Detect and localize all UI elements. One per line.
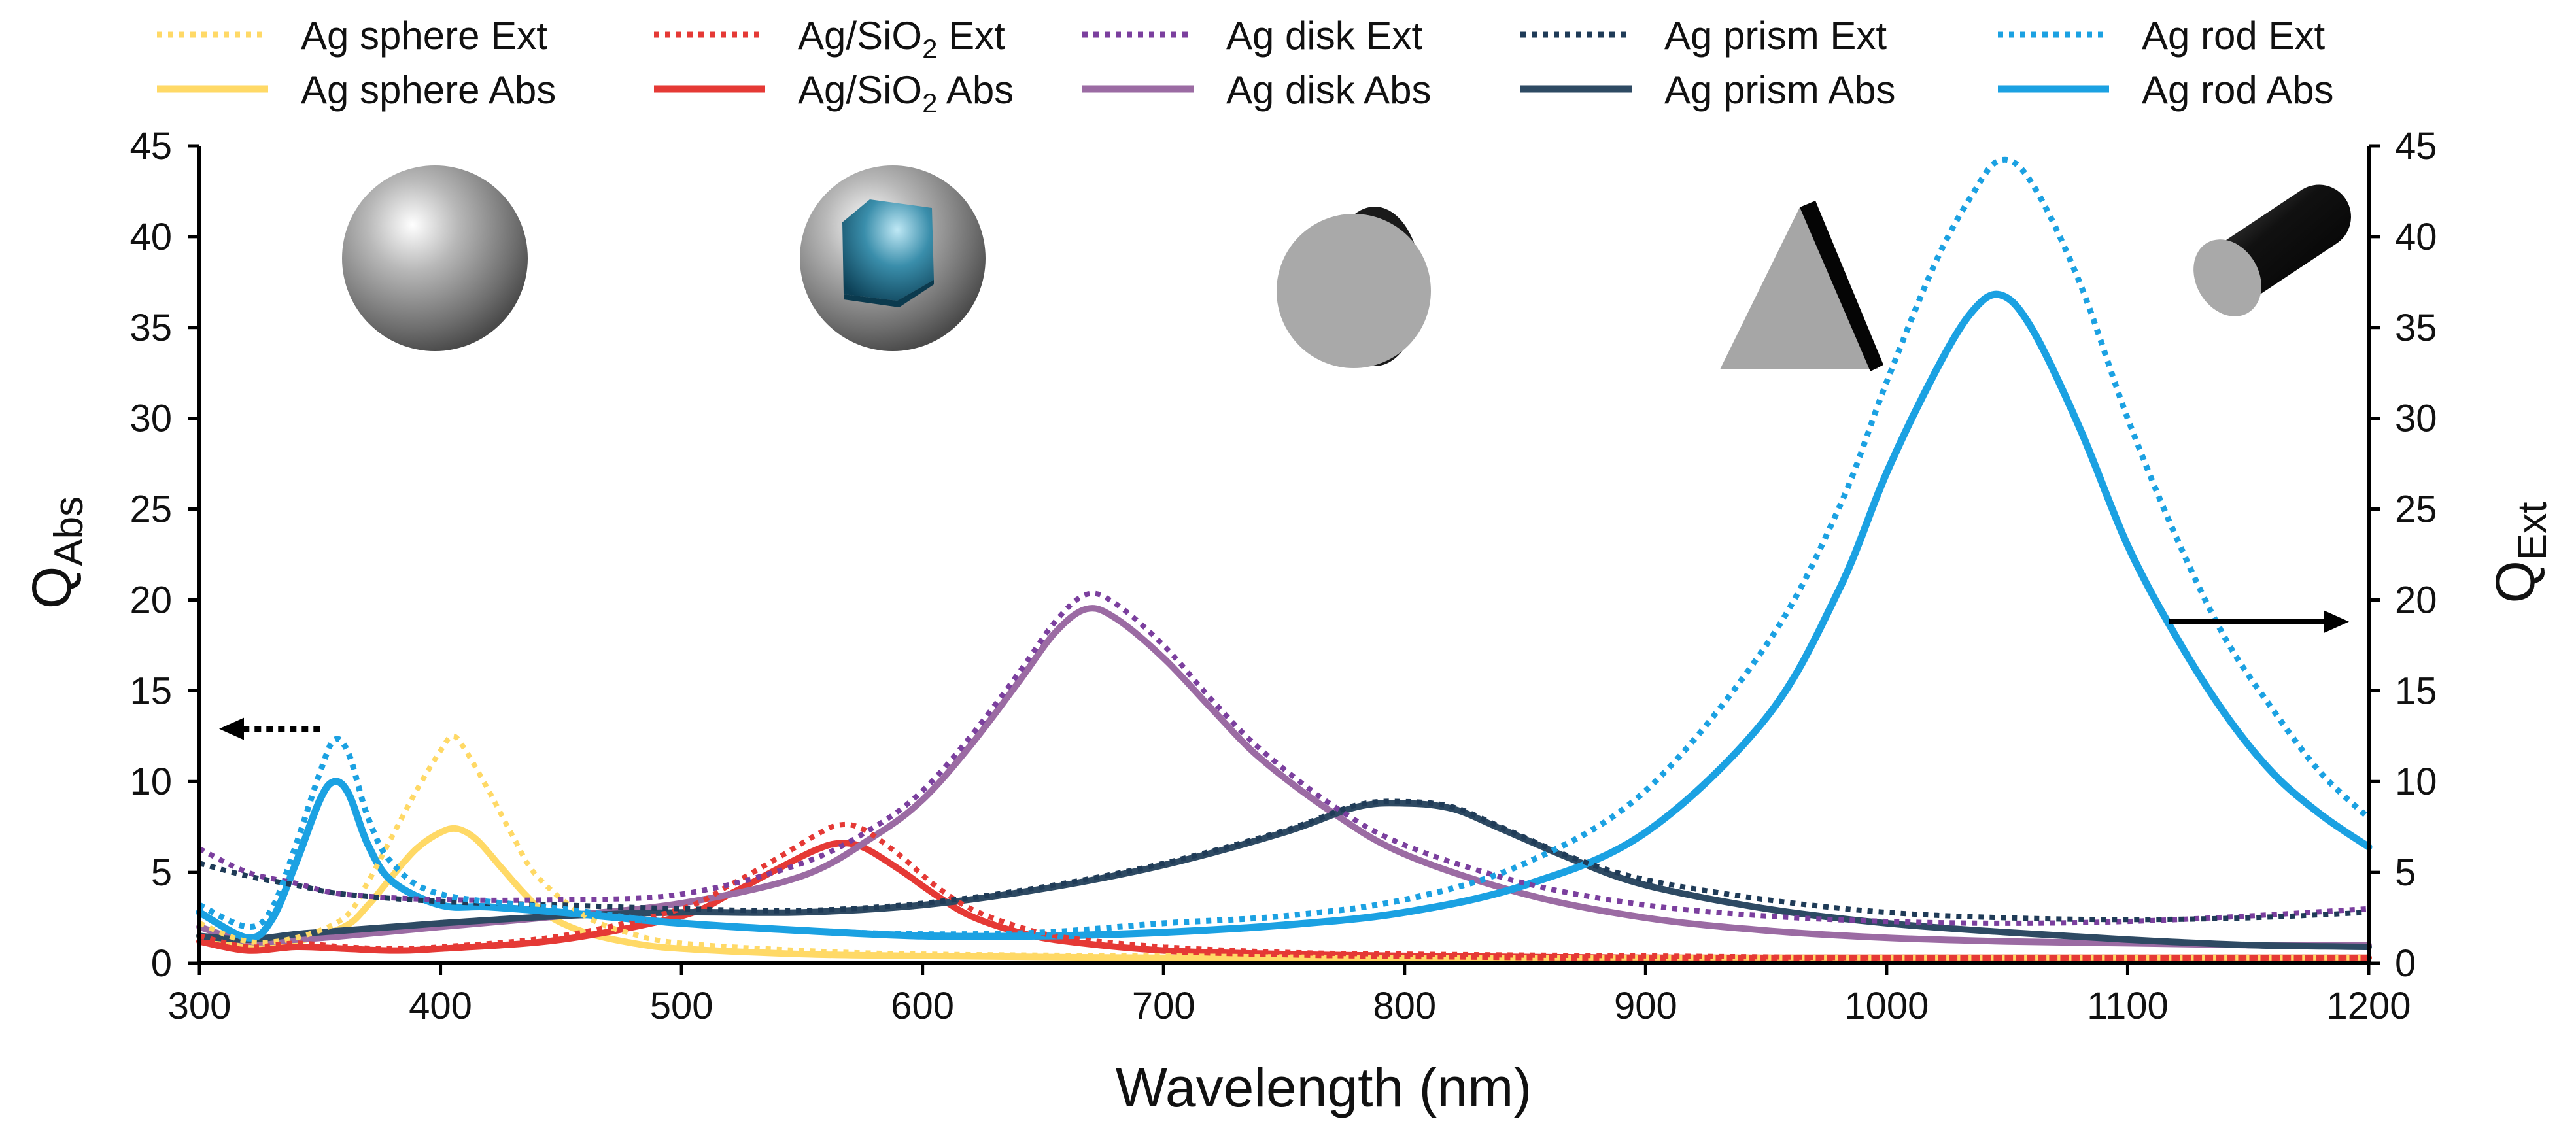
legend-item-sphere-ext: Ag sphere Ext xyxy=(157,14,547,58)
plot-curves xyxy=(196,156,2373,961)
legend-item-prism-ext: Ag prism Ext xyxy=(1520,14,1887,58)
x-tick-label: 1200 xyxy=(2326,985,2411,1027)
legend-label: Ag rod Ext xyxy=(2142,14,2325,58)
right-y-tick-label: 10 xyxy=(2395,760,2437,803)
plot-frame xyxy=(197,146,2371,965)
left-y-tick-label: 15 xyxy=(129,670,172,712)
x-tick-label: 300 xyxy=(168,985,232,1027)
right-y-tick-label: 35 xyxy=(2395,307,2437,349)
left-y-tick-label: 35 xyxy=(129,307,172,349)
legend-item-sio2-abs: Ag/SiO2 Abs xyxy=(654,68,1014,118)
right-y-tick-label: 0 xyxy=(2395,942,2416,985)
legend-label: Ag disk Abs xyxy=(1226,68,1432,112)
x-tick-label: 900 xyxy=(1614,985,1677,1027)
right-y-tick-label: 30 xyxy=(2395,398,2437,440)
series-disk-ext xyxy=(198,590,2369,926)
legend-label: Ag/SiO2 Ext xyxy=(798,14,1005,64)
series-sphere-ext xyxy=(198,733,2369,961)
series-rod-ext xyxy=(198,156,2371,938)
legend-label: Ag sphere Ext xyxy=(301,14,547,58)
svg-text:QAbs: QAbs xyxy=(21,496,92,609)
x-tick-label: 600 xyxy=(891,985,954,1027)
legend-label: Ag sphere Abs xyxy=(301,68,556,112)
legend-item-rod-abs: Ag rod Abs xyxy=(1998,68,2334,112)
prism-icon xyxy=(1720,201,1883,371)
x-tick-label: 1000 xyxy=(1844,985,1929,1027)
x-tick-label: 800 xyxy=(1373,985,1436,1027)
right-y-tick-label: 15 xyxy=(2395,670,2437,712)
right-y-tick-label: 25 xyxy=(2395,488,2437,531)
svg-text:QExt: QExt xyxy=(2484,502,2555,604)
legend-label: Ag/SiO2 Abs xyxy=(798,68,1014,118)
series-rod-abs xyxy=(196,290,2373,942)
legend-label: Ag rod Abs xyxy=(2142,68,2334,112)
legend-item-sphere-abs: Ag sphere Abs xyxy=(157,68,556,112)
x-tick-label: 1100 xyxy=(2087,985,2169,1027)
legend-label: Ag disk Ext xyxy=(1226,14,1422,58)
left-y-tick-label: 10 xyxy=(129,760,172,803)
axis-arrows xyxy=(219,610,2349,740)
legend-item-prism-abs: Ag prism Abs xyxy=(1520,68,1895,112)
right-y-tick-label: 40 xyxy=(2395,216,2437,258)
legend-item-rod-ext: Ag rod Ext xyxy=(1998,14,2325,58)
left-y-tick-label: 5 xyxy=(151,851,172,894)
legend: Ag sphere Ext Ag/SiO2 Ext Ag disk Ext Ag pr… xyxy=(157,14,2334,118)
x-axis-title: Wavelength (nm) xyxy=(1116,1057,1532,1118)
right-y-tick-label: 5 xyxy=(2395,851,2416,894)
shape-icons xyxy=(342,165,2351,371)
x-tick-label: 700 xyxy=(1132,985,1195,1027)
left-arrow-icon xyxy=(219,717,244,740)
right-y-tick-label: 45 xyxy=(2395,125,2437,167)
rod-icon xyxy=(2193,184,2351,316)
left-y-tick-label: 40 xyxy=(129,216,172,258)
right-axis-title: QExt xyxy=(2484,502,2555,604)
legend-label: Ag prism Abs xyxy=(1664,68,1895,112)
disk-icon xyxy=(1277,207,1431,368)
left-y-tick-label: 45 xyxy=(129,125,172,167)
left-y-tick-label: 20 xyxy=(129,579,172,621)
series-prism-abs xyxy=(196,800,2372,950)
x-tick-label: 500 xyxy=(650,985,713,1027)
left-y-tick-label: 0 xyxy=(151,942,172,985)
legend-label: Ag prism Ext xyxy=(1664,14,1887,58)
right-y-tick-label: 20 xyxy=(2395,579,2437,621)
core-shell-sphere-icon xyxy=(800,165,986,351)
x-tick-label: 400 xyxy=(409,985,472,1027)
legend-item-disk-ext: Ag disk Ext xyxy=(1082,14,1422,58)
sphere-icon xyxy=(342,165,528,351)
legend-item-sio2-ext: Ag/SiO2 Ext xyxy=(654,14,1005,64)
left-y-tick-label: 30 xyxy=(129,398,172,440)
legend-item-disk-abs: Ag disk Abs xyxy=(1082,68,1432,112)
left-axis-title: QAbs xyxy=(21,496,92,609)
left-y-tick-label: 25 xyxy=(129,488,172,531)
right-arrow-icon xyxy=(2324,610,2349,633)
svg-text:Wavelength (nm): Wavelength (nm) xyxy=(1116,1057,1532,1118)
